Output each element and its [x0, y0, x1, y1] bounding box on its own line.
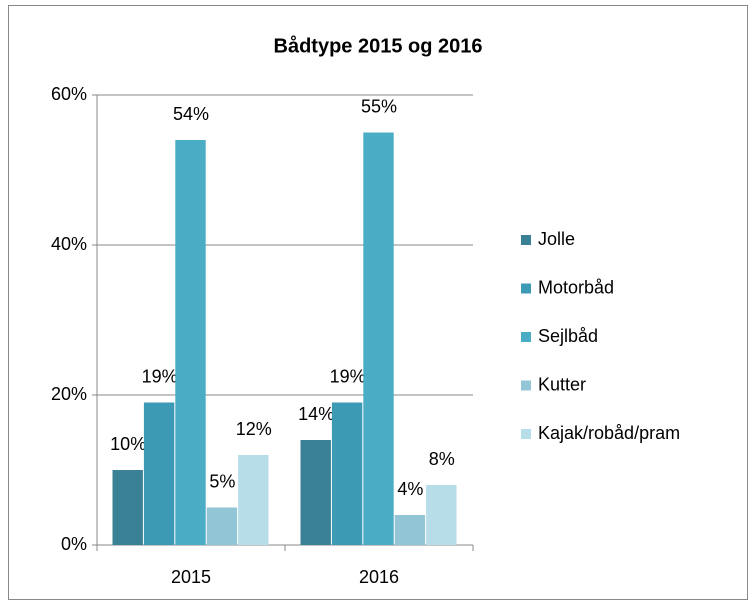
- data-label: 5%: [209, 471, 235, 491]
- legend-swatch: [521, 283, 531, 294]
- data-label: 55%: [361, 96, 397, 116]
- x-tick-label: 2015: [171, 567, 211, 587]
- legend-swatch: [521, 429, 531, 439]
- legend-label: Jolle: [538, 229, 575, 249]
- bar: [394, 515, 426, 545]
- data-label: 12%: [236, 419, 272, 439]
- legend-label: Motorbåd: [538, 277, 614, 297]
- data-label: 19%: [330, 366, 366, 386]
- bar: [300, 440, 331, 545]
- x-tick-label: 2016: [359, 567, 399, 587]
- legend-label: Kajak/robåd/pram: [538, 423, 680, 443]
- bar: [363, 132, 394, 545]
- data-label: 8%: [429, 449, 455, 469]
- bar: [331, 402, 363, 545]
- y-tick-label: 0%: [61, 534, 87, 554]
- data-label: 54%: [173, 104, 209, 124]
- data-label: 14%: [298, 404, 334, 424]
- y-tick-label: 40%: [51, 234, 87, 254]
- bar: [206, 507, 238, 545]
- data-label: 19%: [142, 366, 178, 386]
- legend-swatch: [521, 235, 531, 245]
- chart-title: Bådtype 2015 og 2016: [274, 34, 483, 57]
- bar: [112, 470, 143, 545]
- legend-label: Kutter: [538, 374, 586, 394]
- data-label: 4%: [397, 479, 423, 499]
- y-tick-label: 60%: [51, 84, 87, 104]
- legend-label: Sejlbåd: [538, 326, 598, 346]
- bar: [238, 455, 269, 545]
- data-label: 10%: [110, 434, 146, 454]
- bar: [143, 402, 175, 545]
- bar: [175, 140, 206, 545]
- legend-swatch: [521, 332, 531, 342]
- y-tick-label: 20%: [51, 384, 87, 404]
- legend-swatch: [521, 380, 531, 391]
- bar: [426, 485, 457, 545]
